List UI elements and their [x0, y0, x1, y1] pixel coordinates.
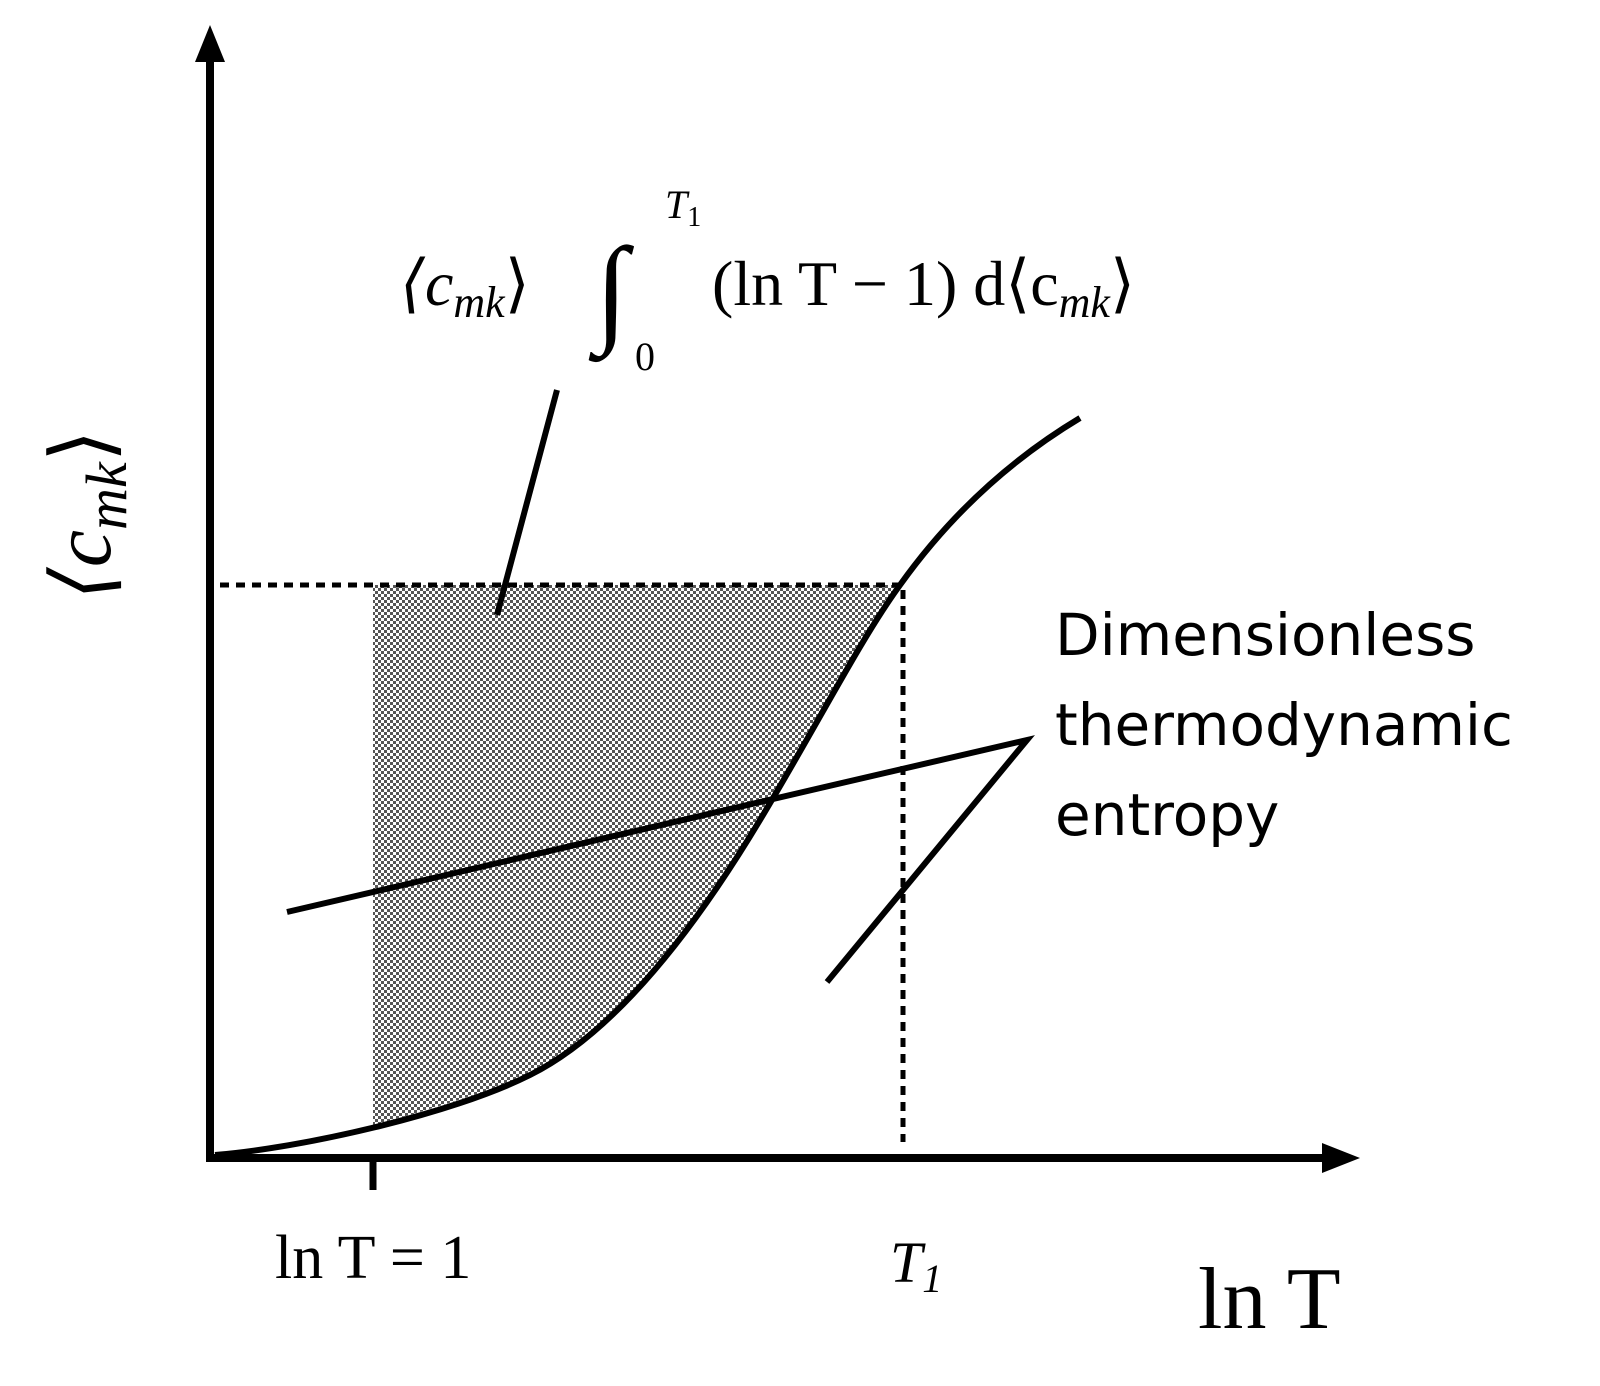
integral-lower: 0 [635, 334, 655, 379]
marker-label: T1 [890, 1230, 942, 1301]
label-part: mk [74, 461, 139, 530]
formula-part: T [665, 182, 690, 227]
formula-part: mk [453, 278, 506, 327]
x-axis-label: ln T [1198, 1251, 1341, 1348]
formula-part: mk [1059, 278, 1112, 327]
entropy-label: thermodynamic [1055, 691, 1513, 759]
curve [214, 415, 1082, 1158]
y-axis-label: ⟨cmk⟩ [36, 430, 139, 600]
label-part: 1 [922, 1256, 942, 1301]
formula-part: ⟩ [1110, 248, 1135, 319]
formula-part: 1 [687, 202, 701, 233]
formula-part: ⟩ [505, 248, 530, 319]
marker-label: ln T = 1 [275, 1224, 471, 1292]
x-axis-arrow [1322, 1143, 1360, 1173]
leader-line [286, 735, 1035, 984]
formula: (ln T − 1) d⟨cmk⟩ [712, 248, 1135, 327]
formula-part: (ln T − 1) d⟨c [712, 248, 1059, 319]
leader-line [494, 389, 560, 616]
entropy-label: Dimensionless [1055, 601, 1476, 669]
y-axis-arrow [195, 25, 225, 62]
label-part: ⟨c [36, 530, 129, 600]
shaded-area [373, 585, 900, 1125]
entropy-label: entropy [1055, 781, 1279, 849]
integral-upper: T1 [665, 182, 701, 233]
label-part: ⟩ [36, 430, 129, 463]
formula: ⟨cmk⟩ [400, 248, 530, 327]
integral-sign: ∫ [588, 223, 635, 363]
formula-part: ⟨c [400, 248, 453, 319]
label-part: T [890, 1230, 926, 1295]
